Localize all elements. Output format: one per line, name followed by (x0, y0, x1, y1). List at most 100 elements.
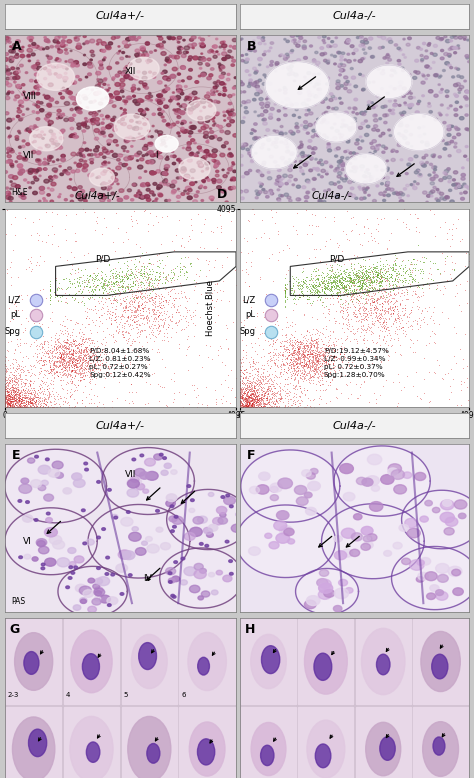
Circle shape (340, 63, 343, 65)
Point (77, 338, 84, 350)
Point (307, 337, 315, 349)
Circle shape (219, 75, 224, 79)
Point (375, 284, 383, 296)
Point (399, 327, 406, 339)
Point (255, 394, 263, 406)
Point (292, 358, 300, 370)
Circle shape (351, 194, 356, 198)
Point (39, 387, 47, 400)
Point (354, 282, 361, 295)
Circle shape (406, 44, 410, 46)
Point (260, 387, 267, 399)
Circle shape (146, 108, 148, 110)
Circle shape (262, 119, 264, 121)
Circle shape (16, 40, 20, 43)
Point (128, 296, 136, 308)
Circle shape (335, 155, 337, 157)
Point (18, 394, 26, 407)
Point (355, 275, 363, 287)
Point (313, 340, 320, 352)
Point (338, 343, 346, 356)
Circle shape (85, 194, 88, 196)
Point (97, 269, 105, 282)
Point (309, 310, 316, 323)
Point (173, 304, 181, 317)
Point (327, 282, 334, 294)
Circle shape (342, 179, 346, 182)
Point (48, 401, 55, 413)
Circle shape (148, 142, 153, 146)
Point (39, 282, 47, 295)
Point (77, 347, 85, 359)
Circle shape (117, 159, 120, 161)
Circle shape (386, 54, 389, 55)
Point (3, 203, 10, 216)
Point (414, 290, 421, 303)
Point (395, 331, 402, 344)
Point (9, 401, 17, 413)
Point (66, 369, 73, 381)
Point (11, 387, 19, 400)
Circle shape (34, 171, 37, 173)
Point (371, 387, 378, 399)
Point (306, 345, 314, 357)
Circle shape (217, 101, 220, 103)
Circle shape (115, 82, 120, 86)
Circle shape (39, 109, 44, 112)
Point (252, 393, 259, 405)
Circle shape (232, 93, 235, 96)
Point (123, 314, 130, 327)
Point (1, 372, 9, 384)
Point (166, 290, 174, 303)
Point (15, 388, 23, 401)
Point (297, 283, 305, 296)
Circle shape (76, 75, 79, 78)
Point (283, 366, 290, 378)
Point (391, 279, 399, 291)
Circle shape (277, 169, 281, 171)
Point (70, 352, 77, 364)
Point (385, 277, 393, 289)
Circle shape (418, 135, 422, 138)
Text: F: F (247, 449, 255, 462)
Point (331, 274, 338, 286)
Circle shape (34, 178, 39, 181)
Point (61, 339, 68, 352)
Point (5, 377, 13, 389)
Circle shape (28, 169, 34, 173)
Point (28, 393, 36, 405)
Point (131, 252, 139, 265)
Point (107, 297, 114, 310)
Point (311, 357, 319, 370)
Point (183, 295, 191, 307)
Point (269, 275, 277, 287)
Point (381, 267, 389, 279)
Point (18, 401, 25, 413)
Point (333, 258, 341, 271)
Point (336, 352, 343, 364)
Point (357, 321, 365, 334)
Point (238, 401, 246, 413)
Point (299, 370, 306, 382)
Point (304, 333, 312, 345)
Circle shape (262, 189, 264, 191)
Circle shape (69, 96, 73, 98)
Point (114, 283, 122, 296)
Point (328, 272, 336, 284)
Point (7, 398, 14, 411)
Point (281, 282, 289, 294)
Point (14, 387, 21, 400)
Point (72, 366, 79, 378)
Circle shape (209, 524, 218, 531)
Point (376, 263, 384, 275)
Circle shape (64, 80, 66, 82)
Point (2, 391, 10, 403)
Point (237, 384, 245, 396)
Point (362, 275, 370, 287)
Point (307, 287, 314, 300)
Point (42, 399, 50, 412)
Point (378, 303, 385, 315)
Circle shape (62, 35, 66, 38)
Point (152, 281, 159, 293)
Circle shape (438, 112, 441, 114)
